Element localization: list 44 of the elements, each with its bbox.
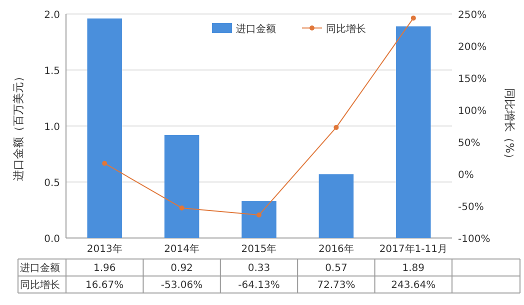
x-tick-label: 2014年 (164, 243, 200, 255)
y-tick-label: 2.0 (44, 10, 60, 21)
y2-tick-label: 200% (458, 42, 487, 53)
data-label: 1.96 (93, 263, 116, 274)
point (102, 160, 108, 166)
data-label: 72.73% (317, 280, 356, 291)
text: 同比增长 (20, 280, 60, 291)
data-label: 243.64% (391, 280, 436, 291)
data-label: 16.67% (86, 280, 124, 291)
legend-label: 同比增长 (326, 23, 366, 35)
bar (164, 134, 200, 238)
y-tick-label: 0.0 (44, 234, 60, 245)
data-label: 1.89 (402, 263, 425, 274)
point (256, 212, 262, 218)
y-tick-label: 0.5 (44, 178, 60, 189)
data-label: 0.33 (248, 263, 270, 274)
text: 进口金额 (20, 263, 60, 274)
y2-tick-label: -100% (458, 234, 490, 245)
y2-tick-label: -50% (458, 202, 484, 213)
data-label: 0.92 (170, 263, 193, 274)
point (334, 124, 339, 130)
x-tick-label: 2013年 (86, 243, 122, 255)
y2-tick-label: 250% (458, 10, 487, 21)
bar (396, 26, 431, 238)
y2-tick-label: 150% (458, 74, 487, 85)
data-label: -64.13% (238, 280, 280, 291)
point (410, 16, 416, 21)
y2-tick-label: 100% (458, 106, 487, 117)
y2-axis-title: 同比增长（%） (503, 88, 516, 164)
bar (87, 18, 122, 238)
y-tick-label: 1.0 (44, 122, 60, 133)
x-tick-label: 2015年 (241, 243, 277, 255)
bar (242, 201, 276, 238)
y-axis-title: 进口金额（百万美元） (12, 71, 25, 181)
x-tick-label: 2016年 (318, 243, 354, 255)
data-label: 0.57 (325, 263, 348, 274)
y2-tick-label: 50% (458, 138, 480, 149)
y-tick-label: 1.5 (44, 66, 60, 77)
legend-label: 进口金额 (236, 23, 276, 35)
x-tick-label: 2017年1-11月 (379, 243, 448, 255)
point (179, 205, 184, 210)
data-label: -53.06% (160, 280, 203, 291)
y2-tick-label: 0% (458, 170, 474, 181)
bar (318, 174, 354, 238)
